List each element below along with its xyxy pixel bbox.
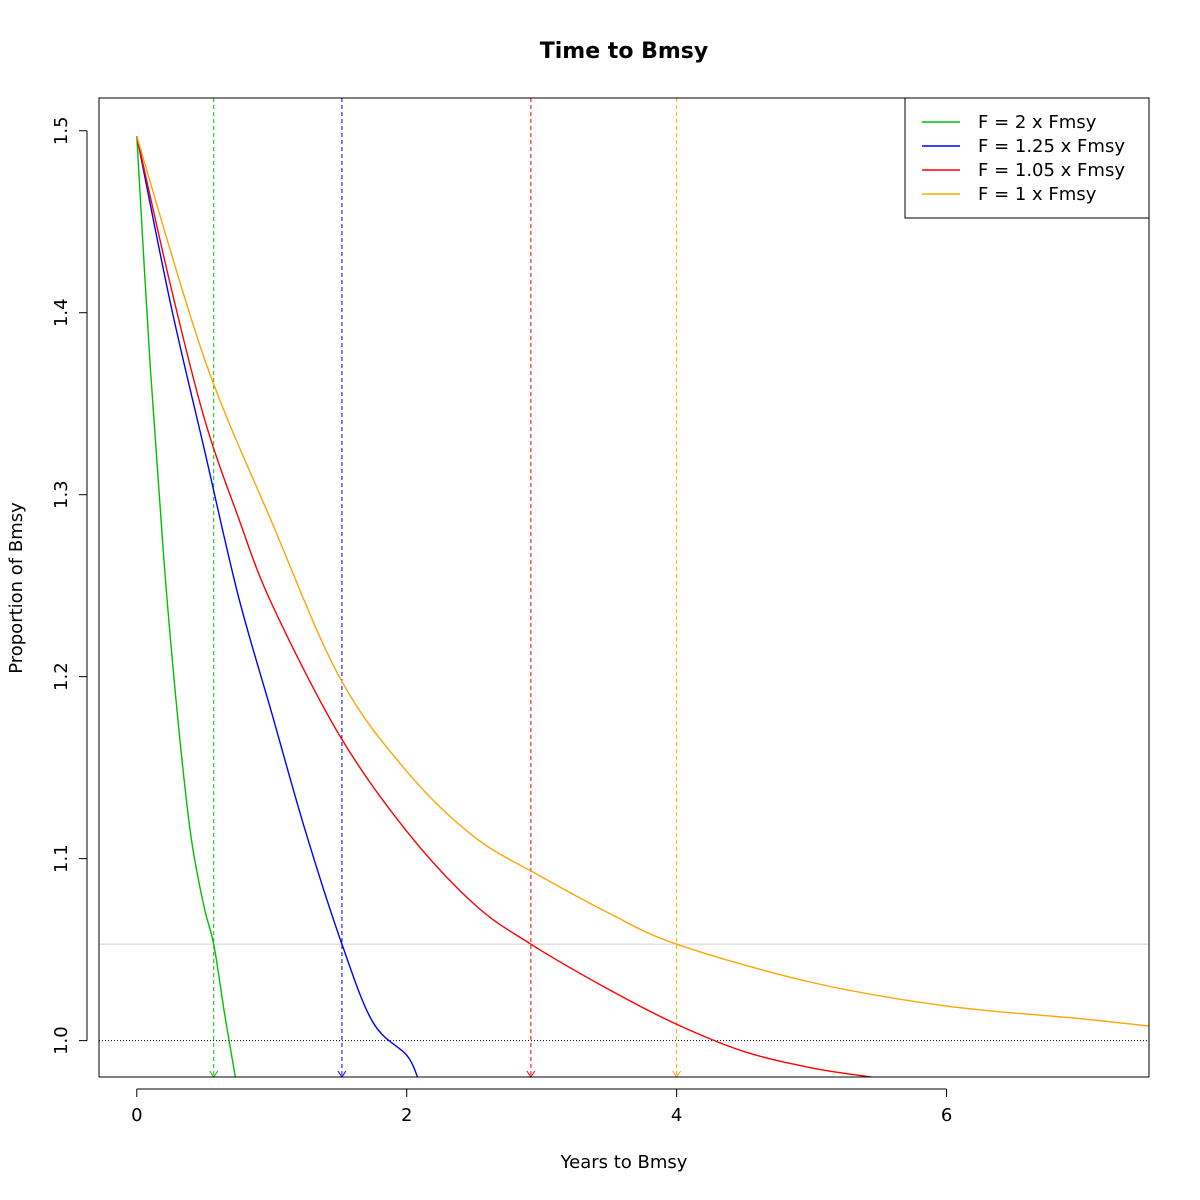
series-line <box>136 136 872 1077</box>
x-tick-label: 0 <box>131 1105 142 1126</box>
y-tick-label: 1.4 <box>51 298 72 327</box>
x-tick-label: 2 <box>401 1105 412 1126</box>
x-axis: 0 2 4 6 <box>131 1088 952 1126</box>
x-tick-label: 6 <box>941 1105 952 1126</box>
legend-box <box>904 97 1150 219</box>
y-tick-label: 1.0 <box>51 1026 72 1055</box>
y-axis-label: Proportion of Bmsy <box>6 502 27 674</box>
y-tick-label: 1.5 <box>51 116 72 145</box>
y-axis: 1.0 1.1 1.2 1.3 1.4 1.5 <box>51 116 88 1055</box>
x-axis-label: Years to Bmsy <box>560 1152 688 1173</box>
legend-label: F = 1.05 x Fmsy <box>978 160 1125 181</box>
chart-title: Time to Bmsy <box>540 39 708 64</box>
y-tick-label: 1.3 <box>51 480 72 509</box>
y-tick-label: 1.1 <box>51 844 72 873</box>
series-line <box>136 136 237 1077</box>
legend-label: F = 1.25 x Fmsy <box>978 136 1125 157</box>
legend-label: F = 2 x Fmsy <box>978 112 1097 133</box>
legend-label: F = 1 x Fmsy <box>978 184 1097 205</box>
series-line <box>136 136 419 1077</box>
y-tick-label: 1.2 <box>51 662 72 691</box>
plot-frame <box>98 97 1150 1078</box>
legend: F = 2 x Fmsy F = 1.25 x Fmsy F = 1.05 x Fm… <box>904 97 1150 219</box>
series-line <box>136 136 1149 1027</box>
x-tick-label: 4 <box>671 1105 682 1126</box>
